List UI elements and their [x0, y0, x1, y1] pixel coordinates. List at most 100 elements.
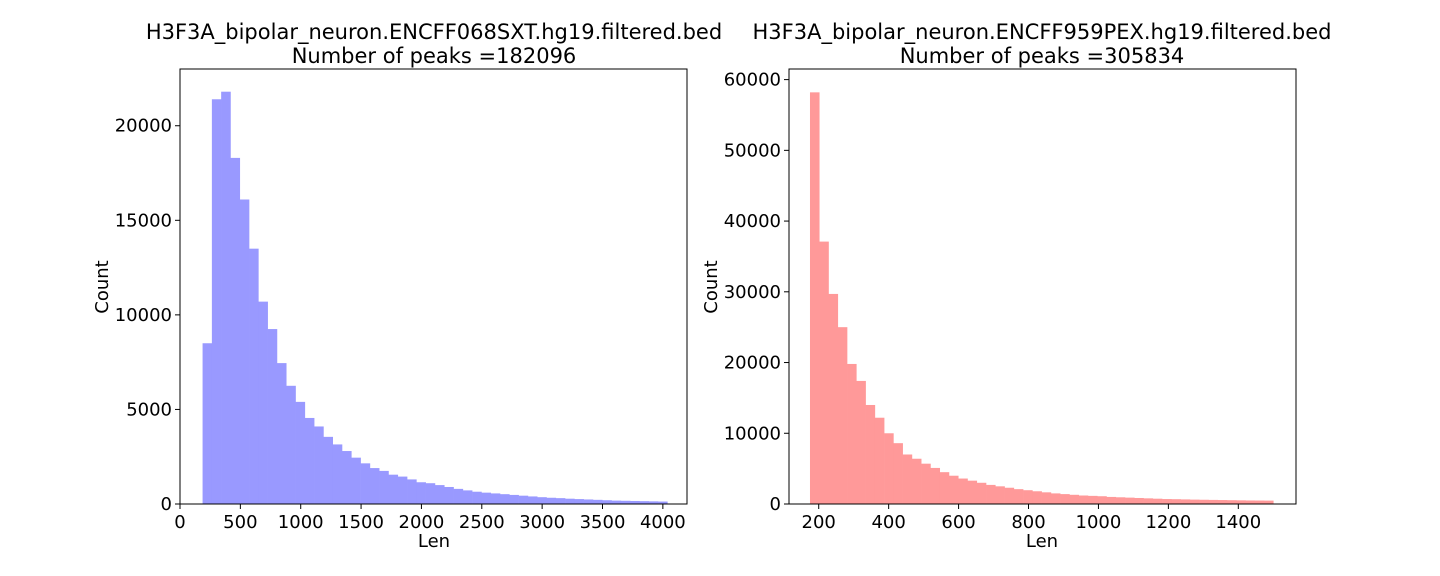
chart-right-bar: [1004, 487, 1015, 504]
chart-left-x-tick-label: 3000: [519, 512, 565, 533]
chart-right-bar: [1069, 494, 1079, 504]
chart-right-x-tick-label: 1000: [1076, 512, 1122, 533]
chart-left-bar: [286, 385, 296, 504]
chart-left-bar: [295, 401, 306, 504]
chart-left-y-tick-label: 20000: [115, 116, 172, 137]
chart-left-bar: [444, 486, 454, 504]
chart-right-y-axis-label: Count: [701, 260, 722, 313]
chart-right-bar: [837, 327, 848, 504]
chart-left-bar: [230, 157, 241, 504]
chart-left-title-line2: Number of peaks =182096: [292, 44, 577, 68]
chart-left-bar: [407, 479, 417, 504]
chart-left-bar: [490, 493, 501, 504]
chart-left-bar: [639, 501, 650, 504]
chart-left-bar: [518, 495, 529, 504]
chart-right-title-line2: Number of peaks =305834: [900, 44, 1185, 68]
chart-left-bar: [314, 426, 324, 504]
chart-left-bar: [546, 497, 557, 504]
chart-right-bar: [1060, 494, 1070, 504]
chart-left-bar: [332, 444, 343, 504]
chart-right-bar: [967, 480, 978, 504]
chart-right-bar: [1226, 500, 1237, 504]
chart-right-bar: [986, 484, 996, 504]
chart-right-bar: [828, 293, 839, 504]
chart-left-bars: [202, 91, 668, 504]
chart-right-bar: [958, 478, 968, 504]
chart-left-bar: [276, 363, 287, 504]
chart-right-y-tick-label: 40000: [724, 211, 781, 232]
chart-left-y-ticks: 0 5000 10000 15000 20000: [115, 116, 180, 515]
chart-right-bar: [1097, 496, 1107, 504]
chart-left-bar: [397, 476, 408, 504]
chart-left: H3F3A_bipolar_neuron.ENCFF068SXT.hg19.fi…: [92, 20, 722, 552]
chart-right-y-tick-label: 0: [770, 494, 781, 515]
chart-right-x-tick-label: 200: [802, 512, 836, 533]
chart-left-bar: [323, 436, 333, 504]
chart-right-bar: [893, 443, 903, 504]
chart-left-bar: [388, 474, 399, 504]
chart-right-y-tick-label: 20000: [724, 353, 781, 374]
chart-left-y-axis-label: Count: [92, 260, 113, 313]
chart-right-x-tick-label: 1400: [1215, 512, 1261, 533]
chart-right-bars: [809, 92, 1274, 504]
chart-left-title-line1: H3F3A_bipolar_neuron.ENCFF068SXT.hg19.fi…: [146, 20, 722, 45]
chart-left-x-tick-label: 3500: [580, 512, 626, 533]
chart-left-bar: [565, 498, 575, 504]
chart-right-bar: [884, 433, 894, 504]
chart-right-bar: [1171, 499, 1181, 504]
chart-right-bar: [1217, 500, 1228, 504]
chart-left-x-axis-label: Len: [418, 531, 450, 552]
chart-left-bar: [379, 470, 389, 504]
chart-left-bar: [620, 500, 631, 504]
chart-right-y-tick-label: 30000: [724, 282, 781, 303]
chart-right-x-axis-label: Len: [1026, 531, 1058, 552]
chart-left-y-tick-label: 10000: [115, 305, 172, 326]
chart-left-x-tick-label: 2500: [459, 512, 505, 533]
chart-left-x-tick-label: 500: [223, 512, 257, 533]
chart-left-x-tick-label: 4000: [640, 512, 686, 533]
chart-right-bar: [976, 482, 987, 504]
chart-right-bar: [1032, 491, 1042, 504]
chart-left-bar: [648, 501, 659, 504]
chart-left-bar: [249, 248, 259, 504]
chart-left-bar: [351, 457, 361, 504]
chart-left-bar: [611, 500, 622, 504]
chart-right-bar: [1189, 499, 1200, 504]
chart-left-bar: [258, 301, 268, 504]
chart-left-bar: [453, 488, 464, 504]
chart-right-bar: [1245, 500, 1256, 504]
chart-right-bar: [995, 486, 1005, 504]
chart-left-bar: [202, 343, 213, 504]
chart-right-bar: [874, 417, 885, 504]
chart-right-bar: [911, 458, 922, 504]
chart-right-bar: [1152, 498, 1163, 504]
chart-right-bar: [1162, 499, 1172, 504]
chart-left-bar: [416, 482, 426, 504]
chart-left-bar: [481, 492, 492, 504]
chart-right-y-tick-label: 50000: [724, 140, 781, 161]
chart-left-bar: [555, 498, 566, 504]
chart-right-bar: [1208, 499, 1218, 504]
chart-right-bar: [1254, 500, 1265, 504]
chart-left-bar: [369, 468, 380, 504]
chart-right-bar: [1106, 496, 1117, 504]
chart-right-bar: [865, 404, 876, 504]
chart-left-plot-frame: [179, 68, 688, 505]
chart-right-title-line1: H3F3A_bipolar_neuron.ENCFF959PEX.hg19.fi…: [753, 20, 1332, 45]
chart-right-bar: [1125, 497, 1135, 504]
chart-right-bar: [847, 363, 857, 504]
chart-left-bar: [267, 329, 278, 504]
chart-left-x-tick-label: 0: [174, 512, 185, 533]
chart-right: H3F3A_bipolar_neuron.ENCFF959PEX.hg19.fi…: [701, 20, 1332, 552]
chart-left-y-tick-label: 15000: [115, 210, 172, 231]
chart-right-bar: [1199, 499, 1209, 504]
chart-right-bar: [1078, 495, 1089, 504]
chart-right-bar: [1134, 497, 1144, 504]
chart-right-bar: [1236, 500, 1246, 504]
chart-left-bar: [425, 483, 436, 504]
chart-left-bar: [472, 491, 482, 504]
chart-right-x-tick-label: 600: [941, 512, 975, 533]
chart-right-x-ticks: 200 400 600 800 1000 1200 1400: [802, 504, 1261, 533]
chart-right-x-tick-label: 800: [1011, 512, 1045, 533]
